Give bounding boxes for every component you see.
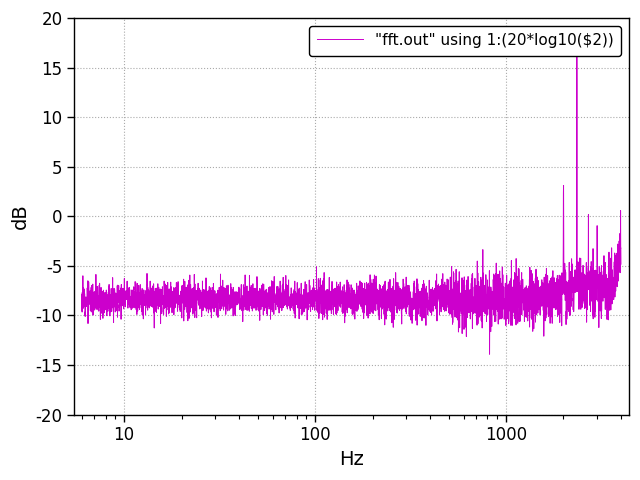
Legend: "fft.out" using 1:(20*log10($2)): "fft.out" using 1:(20*log10($2))	[309, 26, 621, 56]
"fft.out" using 1:(20*log10($2))	[583, 292, 591, 298]
"fft.out" using 1:(20*log10($2))	[120, 282, 128, 288]
"fft.out" using 1:(20*log10($2))	[437, 292, 445, 298]
"fft.out" using 1:(20*log10($2))	[604, 298, 611, 304]
Y-axis label: dB: dB	[11, 204, 30, 229]
"fft.out" using 1:(20*log10($2))	[516, 295, 524, 301]
"fft.out" using 1:(20*log10($2))	[555, 277, 563, 283]
"fft.out" using 1:(20*log10($2))	[573, 42, 580, 48]
Line: "fft.out" using 1:(20*log10($2)): "fft.out" using 1:(20*log10($2))	[82, 45, 621, 354]
"fft.out" using 1:(20*log10($2))	[486, 351, 493, 357]
X-axis label: Hz: Hz	[339, 450, 364, 469]
"fft.out" using 1:(20*log10($2))	[78, 292, 86, 298]
"fft.out" using 1:(20*log10($2))	[617, 261, 625, 267]
